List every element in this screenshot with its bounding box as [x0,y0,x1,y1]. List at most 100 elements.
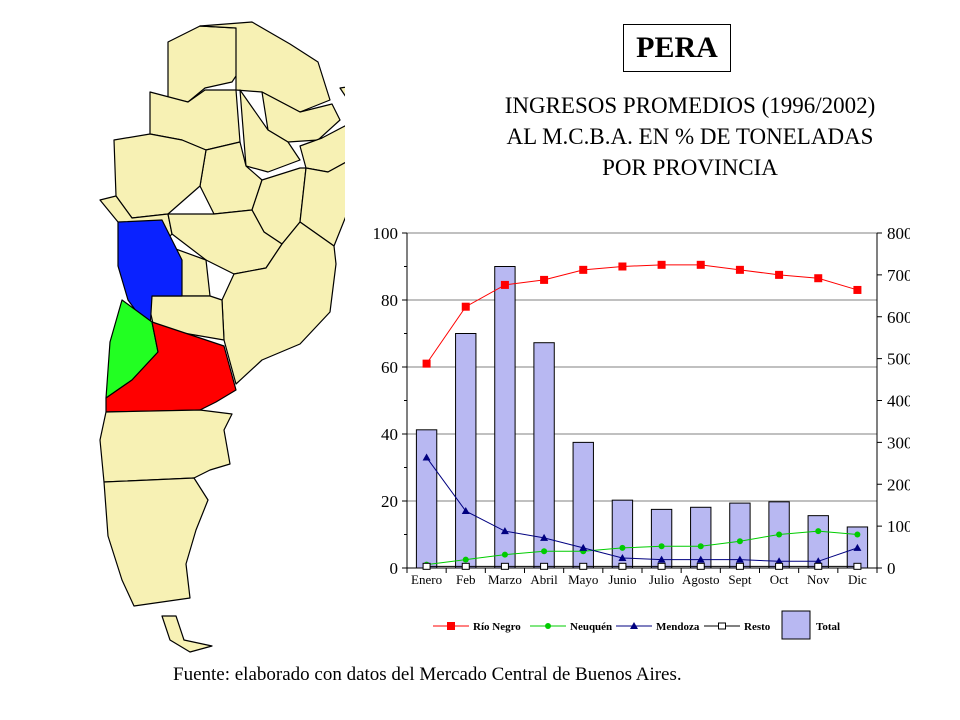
x-tick-label: Nov [807,572,830,587]
point-r-o-negro [540,275,549,284]
x-tick-label: Junio [608,572,636,587]
point-resto [540,562,549,570]
source-note: Fuente: elaborado con datos del Mercado … [173,664,682,685]
point-mendoza [500,527,509,535]
left-tick-label: 40 [381,425,398,444]
right-tick-label: 4000 [887,392,910,411]
plot-area [406,232,878,569]
point-resto [500,562,509,570]
point-mendoza [461,507,470,515]
x-tick-label: Oct [770,572,789,587]
point-mendoza [618,553,627,561]
x-tick-label: Abril [530,572,558,587]
left-tick-label: 20 [381,492,398,511]
right-tick-label: 8000 [887,224,910,243]
series-line-mendoza [426,457,858,562]
point-resto [618,562,627,570]
legend-marker-neuqu-n [545,623,551,629]
point-resto [579,562,588,570]
point-mendoza [853,543,862,551]
legend-swatch-total [781,610,811,640]
x-tick-label: Feb [456,572,476,587]
point-r-o-negro [579,265,588,274]
point-r-o-negro [814,274,823,283]
left-tick-label: 60 [381,358,398,377]
left-tick-label: 0 [390,559,399,578]
x-tick-label: Enero [411,572,442,587]
point-r-o-negro [461,302,470,311]
point-neuqu-n [776,531,783,538]
point-neuqu-n [501,551,508,558]
point-mendoza [696,555,705,563]
province-mendoza [117,219,183,331]
legend-label-total: Total [816,621,840,633]
right-tick-label: 2000 [887,475,910,494]
point-neuqu-n [697,543,704,550]
point-neuqu-n [619,544,626,551]
bar-total [415,429,438,569]
x-tick-label: Marzo [488,572,522,587]
left-tick-label: 80 [381,291,398,310]
province-chubut [99,409,233,483]
point-mendoza [775,557,784,565]
legend-marker-resto [718,622,726,630]
province-tierra-del-fuego [161,615,213,653]
x-tick-label: Dic [848,572,867,587]
x-tick-label: Sept [728,572,752,587]
point-neuqu-n [541,548,548,555]
right-tick-label: 7000 [887,266,910,285]
point-r-o-negro [853,285,862,294]
point-neuqu-n [815,528,822,535]
series-line-neuqu-n [426,530,858,566]
point-neuqu-n [736,538,743,545]
point-resto [422,562,431,570]
point-resto [735,562,744,570]
point-neuqu-n [854,531,861,538]
right-tick-label: 6000 [887,308,910,327]
point-r-o-negro [500,280,509,289]
point-r-o-negro [657,260,666,269]
point-resto [814,562,823,570]
legend-marker-mendoza [630,622,638,629]
province-la-rioja [113,133,207,219]
chart-subtitle: INGRESOS PROMEDIOS (1996/2002) AL M.C.B.… [420,90,960,183]
point-neuqu-n [658,543,665,550]
left-tick-label: 100 [373,224,399,243]
right-tick-label: 0 [887,559,896,578]
crop-title-box: PERA [623,24,731,72]
point-resto [775,562,784,570]
point-r-o-negro [735,265,744,274]
subtitle-line-1: INGRESOS PROMEDIOS (1996/2002) [504,93,876,118]
point-mendoza [814,557,823,565]
right-tick-label: 3000 [887,433,910,452]
province-salta [199,21,331,113]
legend-label-neuqu-n: Neuquén [570,621,612,633]
legend-label-mendoza: Mendoza [656,621,700,633]
bar-total [455,333,477,569]
x-tick-label: Agosto [682,572,720,587]
argentina-map [99,21,345,653]
subtitle-line-2: AL M.C.B.A. EN % DE TONELADAS [506,124,874,149]
point-mendoza [735,555,744,563]
legend-marker-r-o-negro [447,622,455,630]
point-resto [696,562,705,570]
point-mendoza [540,533,549,541]
point-resto [853,562,862,570]
x-tick-label: Mayo [568,572,598,587]
point-resto [657,562,666,570]
point-resto [461,562,470,570]
point-r-o-negro [775,270,784,279]
subtitle-line-3: POR PROVINCIA [602,155,778,180]
income-chart: 0204060801000100020003000400050006000700… [373,224,910,640]
point-mendoza [579,543,588,551]
series-line-r-o-negro [426,264,858,364]
point-r-o-negro [618,262,627,271]
bar-total [494,266,516,569]
point-mendoza [657,555,666,563]
province-santa-cruz [103,477,209,607]
right-tick-label: 5000 [887,350,910,369]
point-neuqu-n [462,556,469,563]
x-tick-label: Julio [649,572,674,587]
point-mendoza [422,453,431,461]
